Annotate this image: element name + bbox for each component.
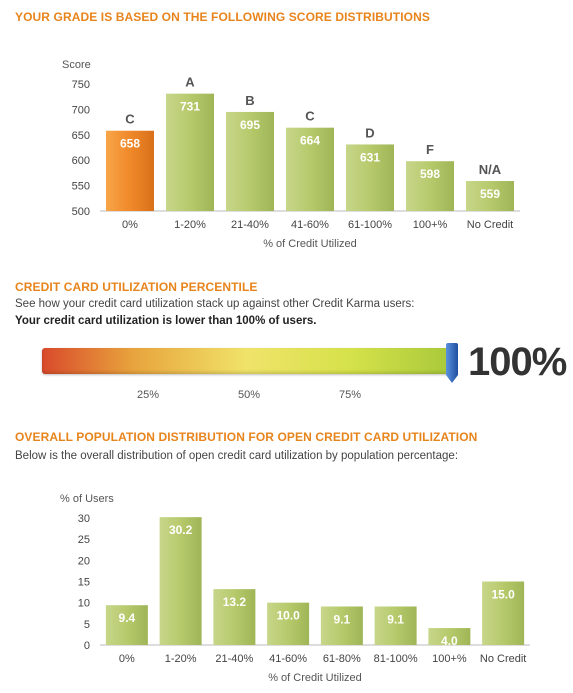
- bar: [406, 161, 454, 211]
- x-tick-label: 21-40%: [215, 653, 253, 665]
- x-tick-label: No Credit: [467, 219, 513, 231]
- y-axis-label: % of Users: [60, 493, 114, 505]
- bar-value-label: 30.2: [169, 523, 193, 537]
- population-distribution-chart: % of Users 0 5 10 15 20 25 30 9.4 0% 30.2 1-20% 13.2…: [60, 493, 530, 684]
- bar: [428, 628, 471, 645]
- grade-label: A: [185, 75, 195, 90]
- bar: [105, 605, 148, 645]
- y-tick-label: 650: [72, 130, 90, 142]
- y-tick-label: 5: [84, 619, 90, 631]
- y-tick-label: 700: [72, 104, 90, 116]
- x-tick-label: 100+%: [432, 653, 467, 665]
- bar: [166, 93, 214, 211]
- y-tick-label: 550: [72, 181, 90, 193]
- bar-value-label: 9.4: [119, 611, 136, 625]
- score-distribution-title: YOUR GRADE IS BASED ON THE FOLLOWING SCO…: [15, 10, 430, 24]
- utilization-tick-75: 75%: [338, 389, 362, 401]
- bar-value-label: 559: [480, 187, 500, 201]
- x-tick-label: 100+%: [413, 219, 448, 231]
- bar-value-label: 631: [360, 150, 380, 164]
- bar-value-label: 9.1: [334, 612, 351, 626]
- bar: [346, 144, 394, 211]
- x-tick-label: 1-20%: [165, 653, 197, 665]
- bar: [482, 581, 525, 645]
- bar: [213, 589, 256, 645]
- grade-label: N/A: [479, 162, 502, 177]
- bar-value-label: 15.0: [491, 588, 515, 602]
- utilization-tick-50: 50%: [237, 389, 261, 401]
- bar-value-label: 13.2: [223, 595, 247, 609]
- utilization-meter: [42, 343, 458, 383]
- grade-label: C: [125, 112, 135, 127]
- x-tick-label: 41-60%: [269, 653, 307, 665]
- utilization-gradient-track: [42, 348, 452, 374]
- x-tick-label: 61-80%: [323, 653, 361, 665]
- bar: [159, 517, 202, 645]
- bar: [267, 602, 310, 645]
- y-tick-label: 25: [78, 534, 90, 546]
- bar-value-label: 658: [120, 137, 140, 151]
- x-tick-label: 41-60%: [291, 219, 329, 231]
- y-tick-label: 600: [72, 155, 90, 167]
- x-axis-label: % of Credit Utilized: [263, 238, 357, 250]
- y-tick-label: 10: [78, 598, 90, 610]
- y-tick-label: 15: [78, 577, 90, 589]
- grade-label: F: [426, 142, 434, 157]
- bar-value-label: 598: [420, 167, 440, 181]
- y-tick-label: 30: [78, 513, 90, 525]
- y-tick-label: 750: [72, 79, 90, 91]
- x-tick-label: 21-40%: [231, 219, 269, 231]
- x-tick-label: No Credit: [480, 653, 526, 665]
- x-tick-label: 0%: [122, 219, 138, 231]
- x-tick-label: 81-100%: [374, 653, 418, 665]
- grade-label: D: [365, 125, 374, 140]
- utilization-percentile-title: CREDIT CARD UTILIZATION PERCENTILE: [15, 280, 258, 294]
- bar-value-label: 664: [300, 134, 320, 148]
- bar: [374, 606, 417, 645]
- score-distribution-chart: Score 500 550 600 650 700 750 658 C 0% 731 A 1-20% 69…: [62, 59, 520, 250]
- utilization-percentile-value: 100%: [468, 340, 567, 384]
- y-tick-label: 0: [84, 640, 90, 652]
- utilization-description: See how your credit card utilization sta…: [15, 298, 415, 310]
- x-axis-label: % of Credit Utilized: [268, 672, 362, 684]
- bar: [466, 181, 514, 211]
- y-axis-label: Score: [62, 59, 91, 71]
- y-tick-label: 500: [72, 206, 90, 218]
- bar-value-label: 10.0: [276, 609, 300, 623]
- bar: [320, 606, 363, 645]
- bar-value-label: 9.1: [387, 612, 404, 626]
- population-distribution-title: OVERALL POPULATION DISTRIBUTION FOR OPEN…: [15, 430, 478, 444]
- x-tick-label: 0%: [119, 653, 135, 665]
- bar-value-label: 731: [180, 100, 200, 114]
- x-tick-label: 61-100%: [348, 219, 392, 231]
- bar: [106, 130, 154, 211]
- bar: [226, 111, 274, 211]
- bar-value-label: 4.0: [441, 634, 458, 648]
- y-tick-label: 20: [78, 555, 90, 567]
- bar: [286, 127, 334, 211]
- bar-value-label: 695: [240, 118, 260, 132]
- utilization-statement: Your credit card utilization is lower th…: [15, 315, 317, 327]
- utilization-tick-25: 25%: [136, 389, 160, 401]
- grade-label: C: [305, 109, 315, 124]
- grade-label: B: [245, 93, 254, 108]
- utilization-marker-icon: [446, 343, 458, 383]
- population-description: Below is the overall distribution of ope…: [15, 450, 459, 462]
- x-tick-label: 1-20%: [174, 219, 206, 231]
